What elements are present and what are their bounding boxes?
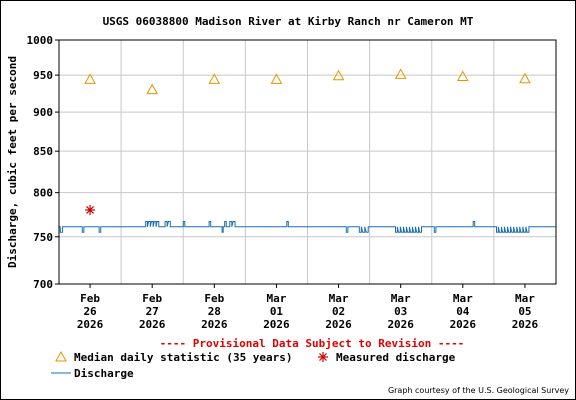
y-tick-label: 800 xyxy=(33,187,53,200)
x-tick-month: Mar xyxy=(391,292,411,305)
x-tick-month: Mar xyxy=(453,292,473,305)
x-tick-year: 2026 xyxy=(263,318,290,331)
x-tick-day: 05 xyxy=(518,305,531,318)
legend: Median daily statistic (35 years) Measure… xyxy=(51,350,456,380)
y-axis-label: Discharge, cubic feet per second xyxy=(6,56,19,268)
median-point xyxy=(84,73,96,84)
credit-text: Graph courtesy of the U.S. Geological Su… xyxy=(388,386,569,395)
legend-measured-label: Measured discharge xyxy=(336,351,456,364)
plot-border xyxy=(58,39,557,285)
asterisk-stroke xyxy=(319,353,327,361)
x-tick-day: 03 xyxy=(394,305,407,318)
x-tick-month: Mar xyxy=(515,292,535,305)
x-tick-day: 27 xyxy=(146,305,159,318)
discharge-line xyxy=(59,221,556,233)
median-point xyxy=(208,73,221,84)
y-tick-label: 700 xyxy=(33,278,53,291)
provisional-banner: ---- Provisional Data Subject to Revisio… xyxy=(160,337,465,350)
median-point xyxy=(456,70,469,82)
x-tick-month: Feb xyxy=(142,292,162,305)
y-tick-label: 1000 xyxy=(27,34,54,47)
median-point xyxy=(394,68,407,79)
legend-measured-marker xyxy=(318,352,328,362)
x-tick-month: Mar xyxy=(267,292,287,305)
discharge-series xyxy=(59,221,556,233)
chart-title: USGS 06038800 Madison River at Kirby Ran… xyxy=(103,15,474,28)
x-tick-year: 2026 xyxy=(450,318,477,331)
x-tick-year: 2026 xyxy=(325,318,352,331)
legend-median-marker xyxy=(55,350,67,362)
x-tick-month: Mar xyxy=(329,292,349,305)
x-tick-day: 26 xyxy=(83,305,97,318)
median-series xyxy=(84,68,531,95)
x-axis: Feb262026Feb272026Feb282026Mar012026Mar0… xyxy=(77,284,539,331)
x-tick-year: 2026 xyxy=(201,318,228,331)
x-tick-day: 28 xyxy=(208,305,221,318)
measured-series xyxy=(85,204,96,215)
x-tick-day: 02 xyxy=(332,305,345,318)
median-point xyxy=(332,69,345,81)
legend-median-label: Median daily statistic (35 years) xyxy=(74,351,293,364)
median-point xyxy=(519,72,531,84)
x-tick-month: Feb xyxy=(204,292,224,305)
x-tick-year: 2026 xyxy=(387,318,414,331)
x-tick-month: Feb xyxy=(80,292,100,305)
y-tick-label: 900 xyxy=(33,106,53,119)
y-tick-label: 750 xyxy=(33,231,53,244)
x-tick-year: 2026 xyxy=(512,318,539,331)
measured-point xyxy=(85,204,96,215)
median-point xyxy=(146,83,159,95)
x-tick-day: 01 xyxy=(270,305,284,318)
median-point xyxy=(270,73,283,84)
y-tick-label: 950 xyxy=(33,69,53,82)
asterisk-stroke xyxy=(86,206,94,214)
x-tick-year: 2026 xyxy=(139,318,166,331)
gridlines xyxy=(59,40,556,284)
x-tick-year: 2026 xyxy=(77,318,104,331)
x-tick-day: 04 xyxy=(456,305,470,318)
y-tick-label: 850 xyxy=(33,145,53,158)
legend-discharge-label: Discharge xyxy=(74,367,134,380)
y-axis: 700 750 800 850 900 950 1000 xyxy=(27,34,59,291)
